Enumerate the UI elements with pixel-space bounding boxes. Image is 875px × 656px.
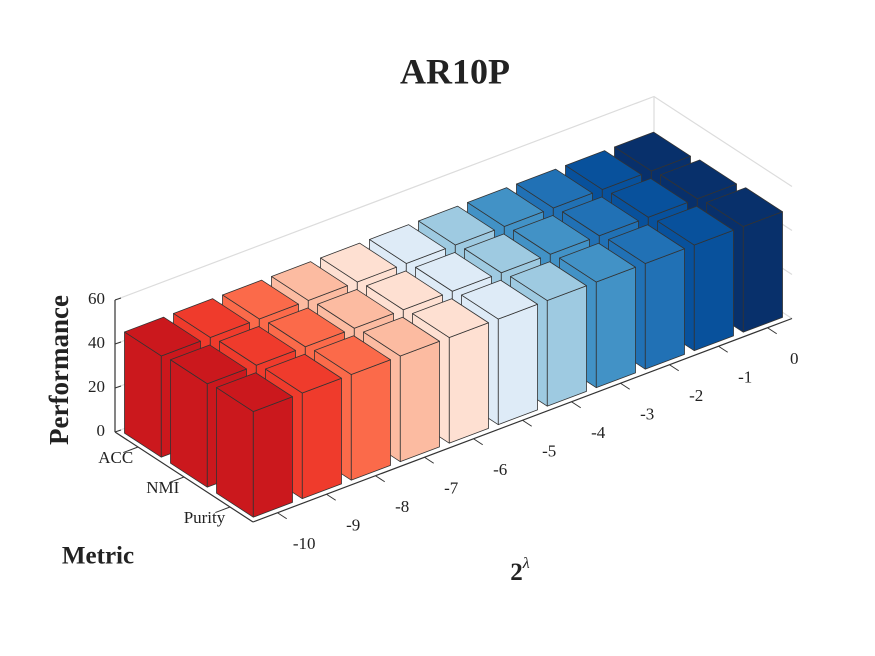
z-tick-label: 0 — [97, 421, 106, 440]
x-tick — [424, 456, 434, 464]
x-tick — [277, 512, 287, 520]
bar-front-face — [497, 303, 538, 426]
x-tick — [669, 364, 679, 372]
bar-top-face — [467, 187, 544, 227]
bar-top-face — [219, 326, 296, 366]
bar-top-face — [314, 335, 391, 375]
bar-top-face — [271, 261, 348, 301]
bar-top-face — [412, 298, 489, 338]
x-tick — [620, 382, 630, 390]
bar-top-face — [562, 196, 639, 237]
x-tick — [375, 475, 385, 483]
bar-front-face — [350, 359, 391, 481]
x-tick-label: -3 — [640, 405, 654, 424]
bar-top-face — [173, 298, 250, 338]
bar-front-face — [595, 266, 636, 389]
bar-front-face — [448, 322, 489, 444]
chart-title: AR10P — [400, 51, 510, 91]
bar-top-face — [516, 168, 593, 209]
x-tick — [571, 401, 581, 409]
x-axis-label: 2λ — [510, 555, 530, 586]
bar-top-face — [216, 372, 293, 412]
y-tick — [123, 446, 139, 454]
bar-top-face — [124, 316, 201, 357]
x-tick-label: -1 — [738, 368, 752, 387]
y-tick — [169, 476, 185, 484]
bar-top-face — [268, 307, 345, 348]
x-tick-label: -6 — [493, 460, 507, 479]
z-tick-label: 20 — [88, 377, 105, 396]
y-tick — [215, 506, 231, 514]
x-tick-label: -8 — [395, 497, 409, 516]
x-tick-label: -2 — [689, 386, 703, 405]
x-tick-label: -9 — [346, 516, 360, 535]
x-tick — [473, 438, 483, 446]
y-axis-label: Metric — [62, 543, 134, 570]
x-tick-label: 0 — [790, 349, 799, 368]
bar-top-face — [363, 316, 440, 357]
z-axis-label: Performance — [44, 295, 74, 445]
bar-top-face — [660, 159, 737, 200]
x-tick-label: -5 — [542, 442, 556, 461]
bar-top-face — [657, 205, 734, 246]
bar-top-face — [510, 261, 587, 301]
x-tick-label: -7 — [444, 479, 459, 498]
bar-top-face — [369, 224, 446, 264]
bar-top-face — [611, 178, 688, 218]
x-axis-label-base: 2 — [510, 559, 523, 586]
x-tick — [326, 493, 336, 501]
z-tick-label: 40 — [88, 333, 105, 352]
z-tick — [114, 429, 122, 433]
bar-top-face — [222, 279, 299, 320]
y-tick-label: Purity — [184, 508, 226, 527]
bar-top-face — [265, 353, 342, 394]
z-tick — [114, 385, 122, 389]
bar-top-face — [418, 205, 495, 246]
bar-top-face — [706, 187, 783, 227]
bar-front-face — [693, 229, 734, 352]
bar-top-face — [559, 242, 636, 283]
bar-front-face — [742, 211, 783, 333]
bar-top-face — [320, 242, 397, 283]
z-tick — [114, 297, 122, 301]
z-tick — [114, 341, 122, 345]
bar-front-face — [546, 285, 587, 407]
x-tick — [767, 327, 777, 335]
x-tick-label: -10 — [293, 534, 316, 553]
bar-front-face — [399, 340, 440, 463]
bar-top-face — [170, 344, 247, 385]
bar-top-face — [464, 233, 541, 274]
bar-front-face — [301, 377, 342, 500]
x-axis-label-exponent: λ — [522, 555, 530, 572]
bar-top-face — [513, 215, 590, 255]
x-tick — [522, 419, 532, 427]
bar-top-face — [461, 279, 538, 320]
z-tick-label: 60 — [88, 289, 105, 308]
bar-top-face — [317, 289, 394, 329]
x-tick — [718, 345, 728, 353]
bar-top-face — [614, 131, 691, 172]
y-tick-label: ACC — [98, 448, 133, 467]
bar-top-face — [608, 224, 685, 264]
bar-top-face — [415, 252, 492, 292]
y-tick-label: NMI — [146, 478, 179, 497]
bar-top-face — [565, 150, 642, 190]
bar-front-face — [252, 396, 293, 518]
x-tick-label: -4 — [591, 423, 606, 442]
bar-front-face — [644, 248, 685, 370]
bar-top-face — [366, 270, 443, 311]
